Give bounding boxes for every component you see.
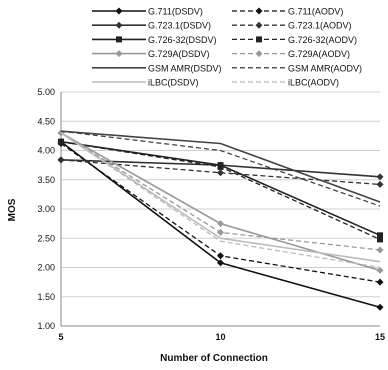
legend-label: G.729A(DSDV)	[148, 49, 210, 59]
legend-label: GSM AMR(AODV)	[288, 63, 362, 73]
chart-gridlines	[61, 91, 380, 327]
y-tick-label: 2.50	[37, 233, 55, 243]
data-point	[376, 278, 384, 286]
data-point	[376, 246, 384, 254]
y-tick-label: 4.00	[37, 146, 55, 156]
legend-marker	[116, 36, 122, 43]
legend-marker	[255, 50, 263, 58]
legend-entry: G.723.1(AODV)	[232, 21, 352, 31]
legend-marker	[256, 36, 262, 43]
series-line	[60, 130, 381, 203]
data-point	[377, 232, 383, 239]
y-tick-label: 3.00	[37, 204, 55, 214]
legend-entry: G.723.1(DSDV)	[92, 21, 211, 31]
series-10	[60, 132, 381, 263]
legend-label: G.729A(AODV)	[288, 49, 350, 59]
data-point	[376, 266, 384, 274]
legend-entry: G.726-32(AODV)	[232, 35, 357, 45]
legend-label: iLBC(DSDV)	[148, 78, 199, 88]
legend-label: G.726-32(AODV)	[288, 35, 357, 45]
legend-label: G.723.1(DSDV)	[148, 21, 211, 31]
series-line	[60, 130, 381, 207]
legend-label: iLBC(AODV)	[288, 78, 339, 88]
legend-marker	[255, 7, 263, 15]
y-tick-label: 5.00	[37, 87, 55, 97]
data-point	[217, 220, 224, 228]
y-tick-label: 1.00	[37, 321, 55, 331]
series-5	[58, 138, 383, 243]
x-axis-title: Number of Connection	[160, 353, 268, 364]
x-tick-label: 10	[215, 332, 225, 342]
legend-entry: G.711(DSDV)	[92, 7, 203, 17]
legend-entry: iLBC(DSDV)	[92, 78, 199, 88]
legend-entry: GSM AMR(AODV)	[232, 63, 362, 73]
chart-legend: G.711(DSDV) G.711(AODV) G.723.1(DSDV) G.723…	[92, 7, 362, 88]
data-point	[376, 173, 384, 181]
x-axis-ticks: 5 10 15	[58, 332, 385, 342]
legend-marker	[115, 21, 123, 29]
y-tick-label: 4.50	[37, 116, 55, 126]
x-tick-label: 15	[375, 332, 385, 342]
legend-entry: GSM AMR(DSDV)	[92, 63, 222, 73]
y-tick-label: 2.00	[37, 263, 55, 273]
legend-label: G.723.1(AODV)	[288, 21, 352, 31]
series-3	[57, 156, 384, 188]
y-axis-ticks: 1.00 1.50 2.00 2.50 3.00 3.50 4.00 4.50 5.00	[37, 87, 55, 331]
series-line	[60, 132, 381, 269]
series-line	[60, 132, 381, 272]
series-11	[60, 132, 381, 269]
data-point	[57, 156, 65, 164]
data-point	[217, 163, 224, 170]
data-point	[377, 236, 383, 243]
data-point	[376, 303, 384, 311]
legend-label: G.711(DSDV)	[148, 7, 203, 17]
y-tick-label: 3.50	[37, 175, 55, 185]
data-point	[217, 228, 224, 236]
legend-marker	[255, 21, 263, 29]
series-9	[60, 130, 381, 207]
legend-label: G.711(AODV)	[288, 7, 343, 17]
data-point	[58, 138, 64, 145]
data-point	[217, 259, 224, 267]
x-tick-label: 5	[58, 332, 63, 342]
data-point	[217, 169, 224, 177]
series-line	[60, 132, 381, 263]
data-point	[376, 180, 384, 188]
legend-entry: G.726-32(DSDV)	[92, 35, 217, 45]
legend-entry: G.729A(DSDV)	[92, 49, 210, 59]
y-tick-label: 1.50	[37, 292, 55, 302]
legend-entry: G.729A(AODV)	[232, 49, 350, 59]
legend-entry: iLBC(AODV)	[232, 78, 339, 88]
legend-label: G.726-32(DSDV)	[148, 35, 217, 45]
y-axis-title: MOS	[7, 198, 18, 221]
legend-marker	[115, 50, 123, 58]
legend-label: GSM AMR(DSDV)	[148, 63, 222, 73]
legend-entry: G.711(AODV)	[232, 7, 343, 17]
series-8	[60, 130, 381, 203]
data-point	[217, 252, 224, 260]
legend-marker	[115, 7, 123, 15]
plot-area	[57, 129, 384, 311]
